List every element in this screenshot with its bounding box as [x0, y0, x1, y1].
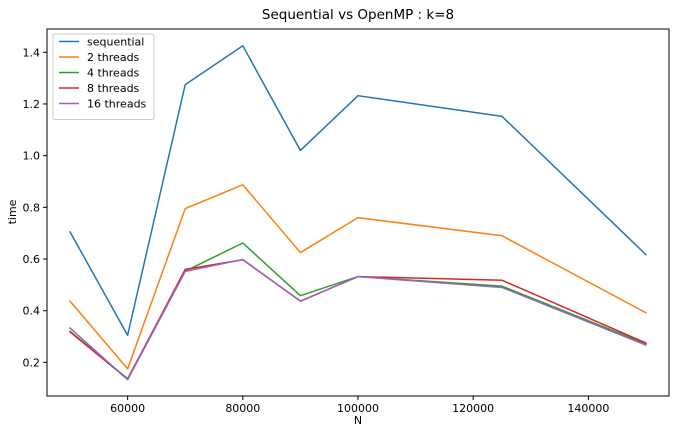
y-tick-label: 1.4 — [23, 46, 41, 59]
x-tick-label: 120000 — [452, 402, 494, 415]
x-tick-label: 100000 — [337, 402, 379, 415]
plot-area — [68, 45, 648, 381]
x-axis-label: N — [354, 414, 362, 427]
y-tick-label: 0.6 — [23, 253, 41, 266]
series-line-0 — [69, 45, 648, 337]
x-tick-label: 80000 — [225, 402, 260, 415]
chart-title: Sequential vs OpenMP : k=8 — [262, 7, 454, 23]
y-axis: 0.2 0.4 0.6 0.8 1.0 1.2 1.4 — [23, 46, 47, 369]
y-axis-label: time — [6, 199, 19, 224]
series-line-4 — [68, 258, 647, 381]
legend-entry-label: sequential — [87, 36, 144, 49]
legend-entry-label: 8 threads — [87, 82, 140, 95]
y-tick-label: 0.2 — [23, 356, 41, 369]
x-tick-label: 140000 — [567, 402, 609, 415]
y-tick-label: 1.2 — [23, 98, 41, 111]
legend-entry-label: 16 threads — [87, 98, 147, 111]
y-tick-label: 0.8 — [23, 201, 41, 214]
legend-box — [52, 33, 155, 120]
legend-entry-label: 4 threads — [87, 67, 140, 80]
x-tick-label: 60000 — [110, 402, 145, 415]
legend: sequential 2 threads 4 threads 8 threads 16 … — [52, 33, 155, 120]
y-tick-label: 0.4 — [23, 305, 41, 318]
legend-entry-label: 2 threads — [87, 51, 140, 64]
x-axis: 60000 80000 100000 120000 140000 — [110, 396, 609, 415]
y-tick-label: 1.0 — [23, 150, 41, 163]
series-line-1 — [68, 184, 647, 370]
